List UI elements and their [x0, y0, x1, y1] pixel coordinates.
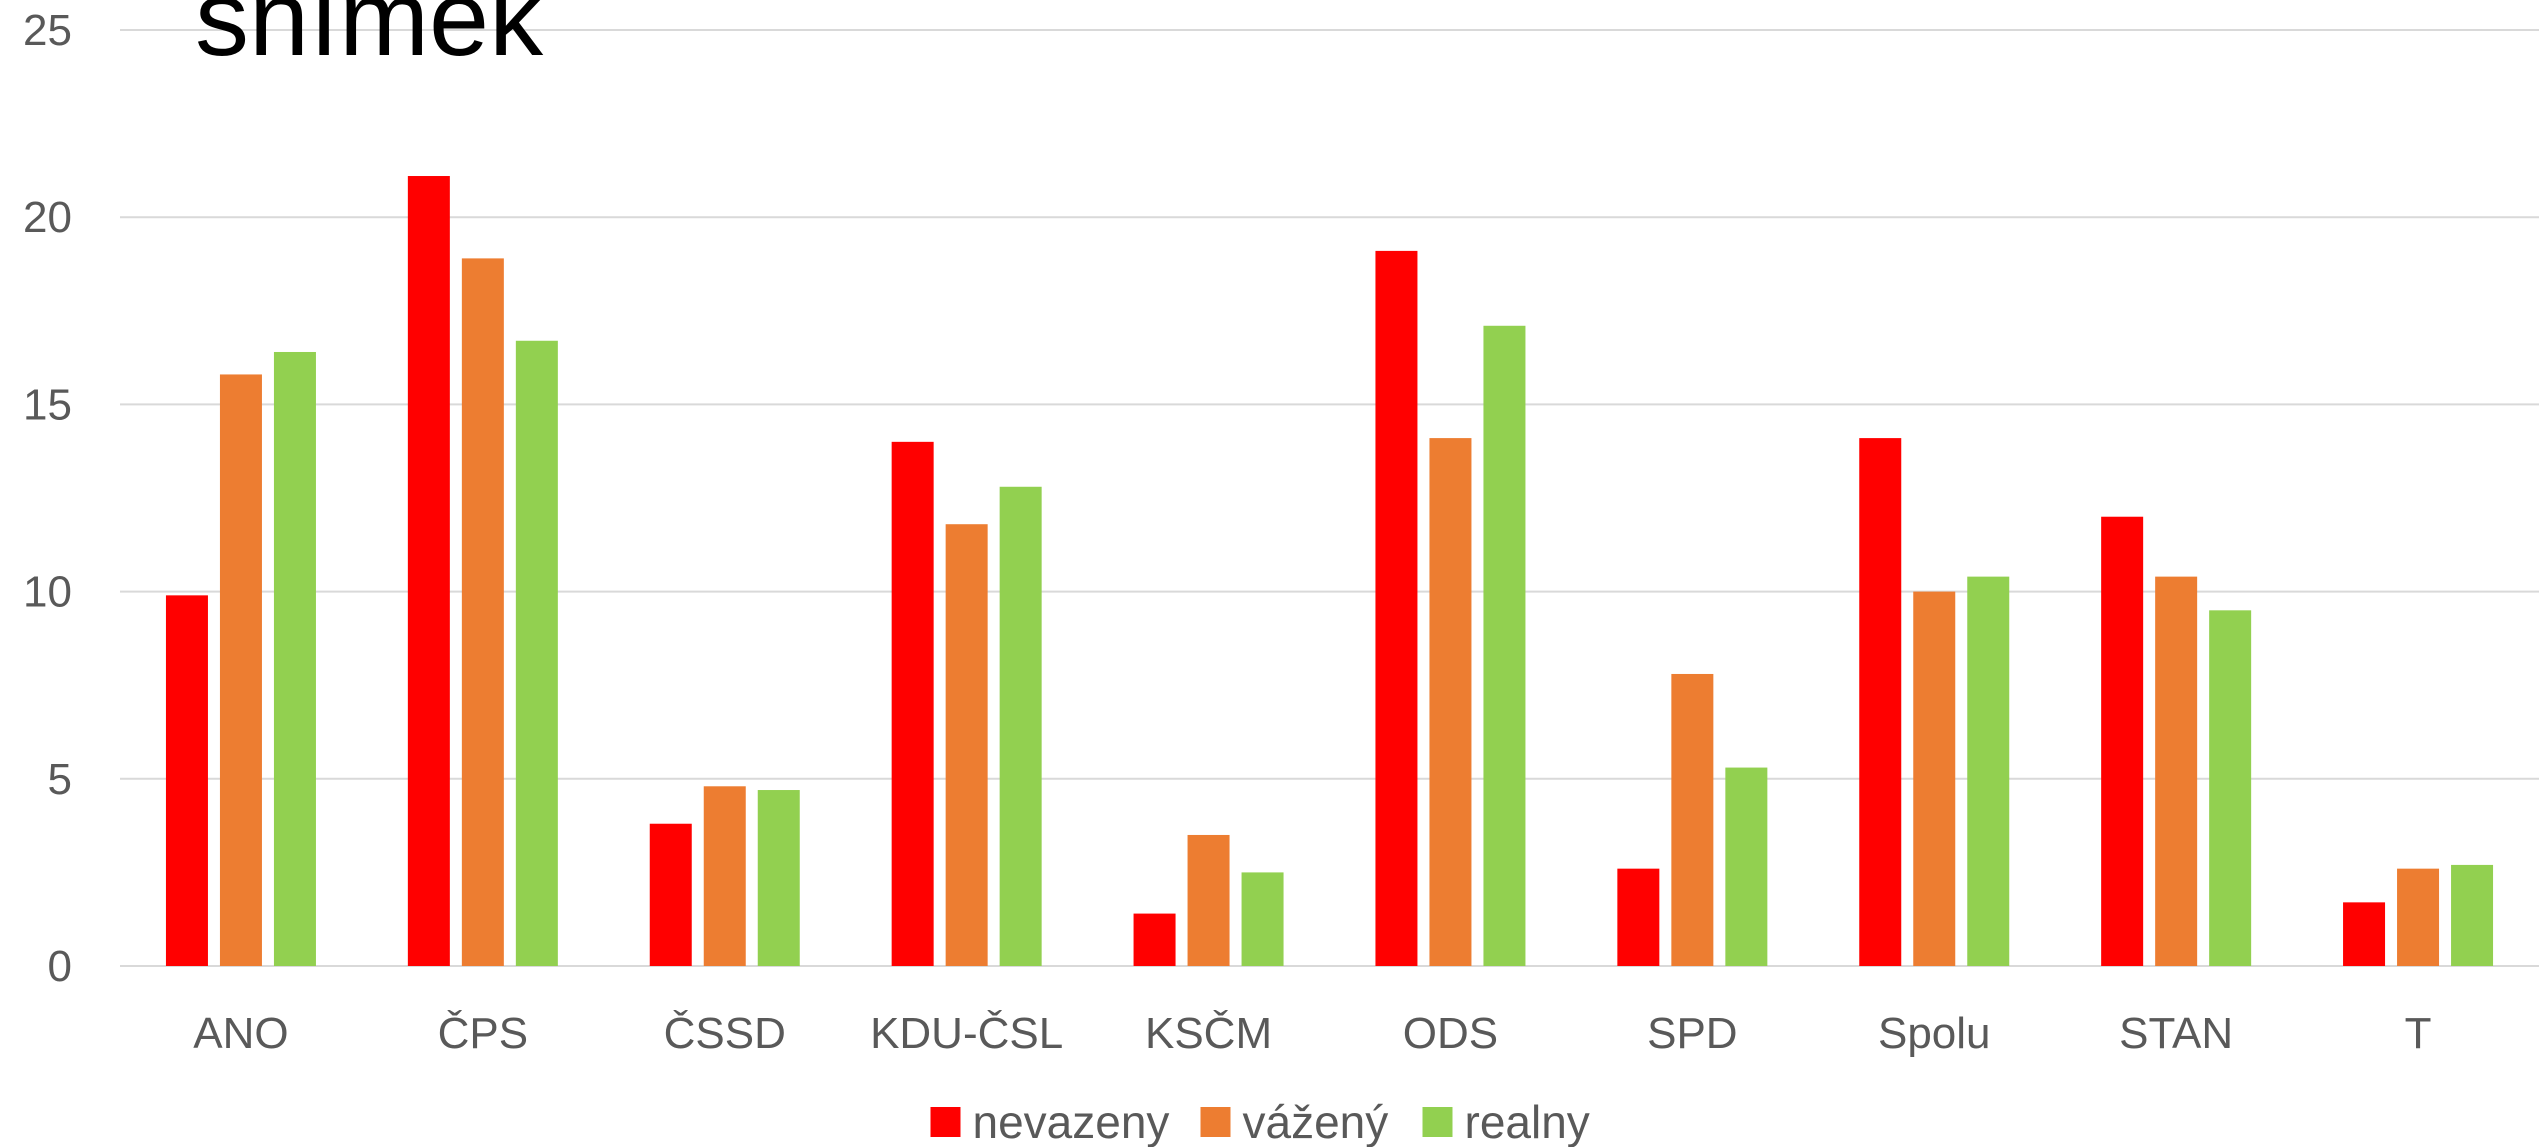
- bar-nevazeny-Spolu: [1859, 438, 1902, 966]
- x-tick-label: KDU-ČSL: [870, 1008, 1063, 1058]
- y-tick-label: 10: [23, 568, 72, 617]
- legend-label: vážený: [1243, 1096, 1389, 1147]
- x-tick-label: ČPS: [438, 1008, 528, 1058]
- x-tick-label: KSČM: [1145, 1008, 1272, 1058]
- chart-title: snímek: [195, 0, 544, 78]
- y-tick-label: 15: [23, 380, 72, 429]
- x-tick-label: ODS: [1403, 1009, 1498, 1058]
- legend-swatch: [930, 1107, 961, 1137]
- legend-item-nevazeny: nevazeny: [930, 1096, 1170, 1147]
- bar-realny-T: [2451, 864, 2494, 966]
- legend-item-realny: realny: [1422, 1096, 1590, 1147]
- bar-nevazeny-ČSSD: [649, 823, 692, 966]
- bar-nevazeny-STAN: [2101, 516, 2144, 966]
- bar-nevazeny-ANO: [165, 595, 208, 966]
- x-tick-label: T: [2405, 1009, 2432, 1058]
- bar-nevazeny-SPD: [1617, 868, 1660, 966]
- bar-realny-ČPS: [515, 340, 558, 966]
- bar-vážený-ČPS: [461, 258, 504, 966]
- bar-realny-KSČM: [1241, 872, 1284, 966]
- bar-vážený-KDU-ČSL: [945, 524, 988, 966]
- bar-realny-ODS: [1483, 325, 1526, 966]
- x-tick-label: ČSSD: [664, 1008, 786, 1058]
- legend-label: realny: [1465, 1096, 1590, 1147]
- bar-nevazeny-T: [2343, 902, 2386, 966]
- y-tick-label: 5: [48, 755, 72, 804]
- bar-nevazeny-ODS: [1375, 250, 1418, 966]
- bar-nevazeny-KSČM: [1133, 913, 1176, 966]
- legend-swatch: [1200, 1107, 1231, 1137]
- bar-nevazeny-KDU-ČSL: [891, 441, 934, 967]
- legend-item-vážený: vážený: [1200, 1096, 1389, 1147]
- bar-vážený-SPD: [1671, 673, 1714, 966]
- legend: nevazeny vážený realny: [930, 1096, 1590, 1147]
- bar-realny-ANO: [273, 351, 316, 966]
- x-tick-label: Spolu: [1878, 1009, 1991, 1058]
- bar-vážený-STAN: [2155, 576, 2198, 966]
- legend-label: nevazeny: [973, 1096, 1170, 1147]
- y-tick-label: 25: [23, 6, 72, 55]
- y-tick-label: 20: [23, 193, 72, 242]
- bar-realny-SPD: [1725, 767, 1768, 966]
- bar-vážený-ODS: [1429, 438, 1472, 966]
- bar-nevazeny-ČPS: [407, 176, 450, 967]
- legend-swatch: [1422, 1107, 1453, 1137]
- bar-vážený-ČSSD: [703, 786, 746, 966]
- y-axis-ticks: 0 5 10 15 20 25: [23, 6, 72, 991]
- x-axis-ticks: ANO ČPS ČSSD KDU-ČSL KSČM ODS SPD Spolu STAN T: [193, 1008, 2431, 1058]
- x-tick-label: SPD: [1647, 1009, 1737, 1058]
- x-tick-label: ANO: [193, 1009, 288, 1058]
- bar-vážený-ANO: [219, 374, 262, 966]
- bar-vážený-T: [2397, 868, 2440, 966]
- bars: [165, 176, 2494, 967]
- bar-realny-STAN: [2209, 610, 2252, 966]
- bar-vážený-Spolu: [1913, 591, 1956, 966]
- bar-vážený-KSČM: [1187, 834, 1230, 966]
- bar-realny-ČSSD: [757, 790, 800, 966]
- x-tick-label: STAN: [2119, 1009, 2233, 1058]
- bar-realny-KDU-ČSL: [999, 486, 1042, 966]
- y-tick-label: 0: [48, 942, 72, 991]
- bar-realny-Spolu: [1967, 576, 2010, 966]
